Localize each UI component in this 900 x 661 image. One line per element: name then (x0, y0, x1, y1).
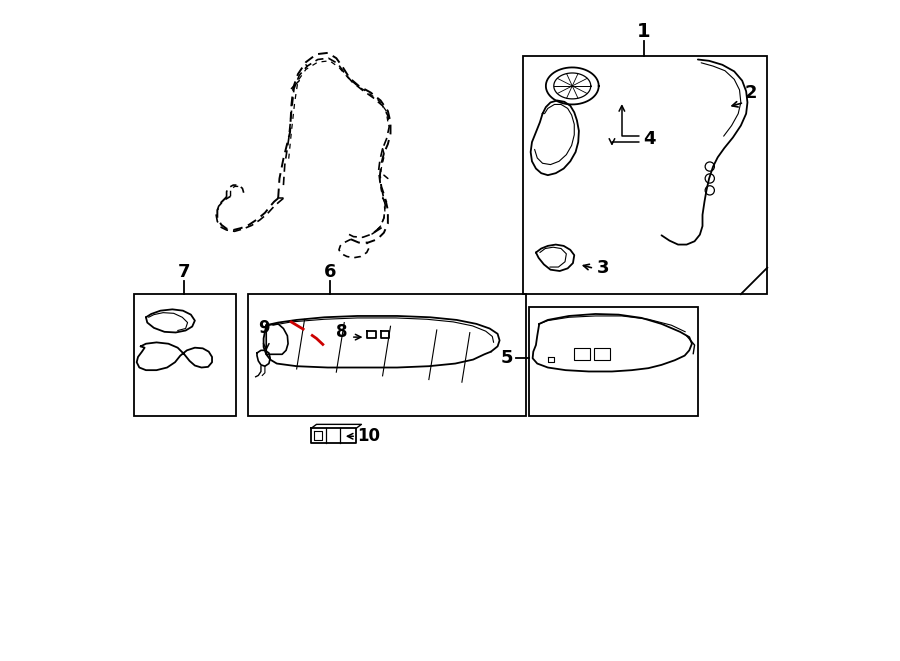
Bar (594, 348, 610, 360)
Text: 3: 3 (597, 259, 609, 278)
Text: 4: 4 (644, 130, 656, 148)
Bar (134, 294, 237, 416)
Bar (529, 307, 698, 416)
Text: 8: 8 (336, 323, 347, 341)
Bar (523, 56, 768, 294)
Text: 5: 5 (501, 349, 514, 368)
Text: 9: 9 (257, 319, 269, 337)
Text: 1: 1 (637, 22, 651, 41)
Text: 7: 7 (178, 263, 191, 281)
Bar (248, 294, 526, 416)
Bar (574, 348, 590, 360)
Text: 6: 6 (323, 263, 336, 281)
Text: 10: 10 (357, 427, 381, 446)
Text: 2: 2 (744, 83, 757, 102)
